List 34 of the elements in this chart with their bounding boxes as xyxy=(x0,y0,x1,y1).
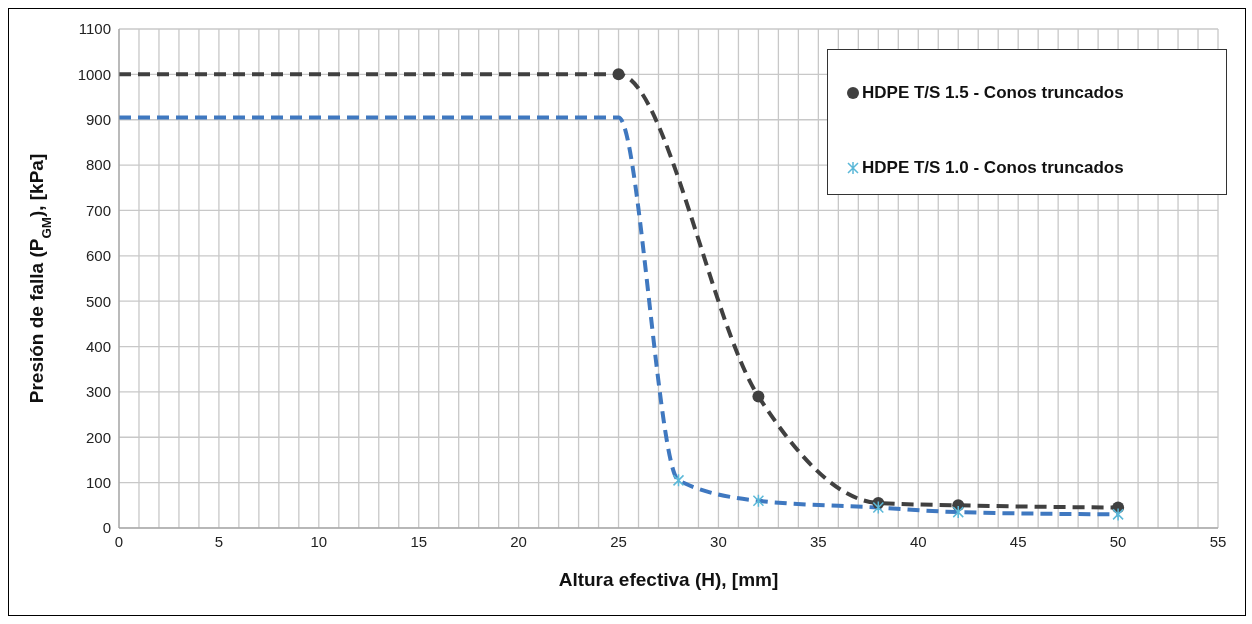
point xyxy=(612,68,625,81)
y-tick-label: 300 xyxy=(85,383,111,401)
y-tick-label: 900 xyxy=(85,111,111,129)
legend-label: HDPE T/S 1.5 - Conos truncados xyxy=(862,82,1124,103)
y-tick-label: 1100 xyxy=(78,20,111,38)
y-tick-label: 1000 xyxy=(77,65,111,83)
point xyxy=(872,500,885,515)
point xyxy=(752,390,765,403)
x-tick-label: 40 xyxy=(909,532,927,550)
legend-label: HDPE T/S 1.0 - Conos truncados xyxy=(862,157,1124,178)
point xyxy=(672,473,685,488)
x-tick-label: 15 xyxy=(410,532,428,550)
x-tick-label: 35 xyxy=(810,532,827,550)
x-tick-label: 20 xyxy=(510,532,527,550)
x-tick-label: 30 xyxy=(710,532,727,550)
x-tick-label: 45 xyxy=(1009,532,1027,550)
x-tick-label: 0 xyxy=(114,532,124,550)
x-tick-label: 5 xyxy=(214,532,224,550)
x-axis-title: Altura efectiva (H), [mm] xyxy=(558,569,779,590)
y-tick-label: 0 xyxy=(102,519,111,537)
point xyxy=(752,494,765,508)
y-tick-label: 600 xyxy=(85,247,111,265)
point xyxy=(952,505,964,519)
x-tick-label: 50 xyxy=(1109,532,1127,550)
point xyxy=(1112,507,1124,522)
y-tick-label: 200 xyxy=(85,428,111,446)
x-tick-label: 25 xyxy=(610,532,627,550)
y-tick-label: 400 xyxy=(85,337,111,355)
y-tick-label: 800 xyxy=(85,156,111,174)
x-tick-label: 55 xyxy=(1209,532,1227,550)
y-tick-label: 500 xyxy=(85,292,111,310)
x-tick-label: 10 xyxy=(310,532,328,550)
y-tick-label: 700 xyxy=(85,201,111,219)
y-tick-label: 100 xyxy=(85,473,111,491)
